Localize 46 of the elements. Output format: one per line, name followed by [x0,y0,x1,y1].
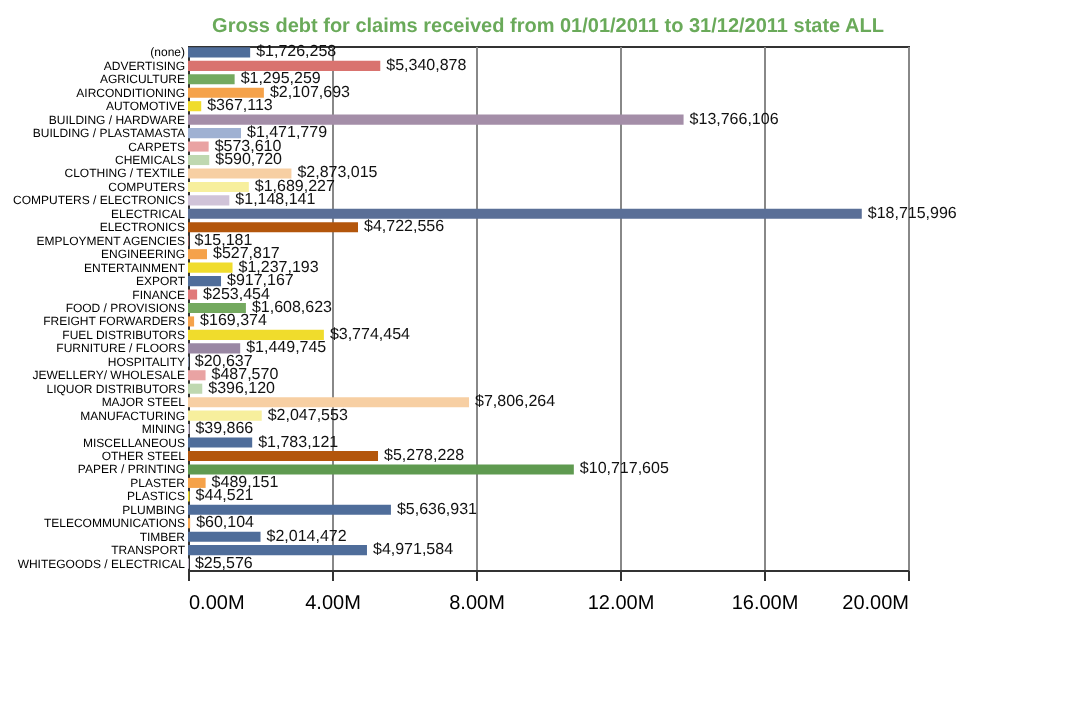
data-label: $13,766,106 [689,109,780,128]
data-label: $2,047,553 [267,405,349,424]
x-tick-label: 4.00M [305,593,361,615]
data-label: $4,971,584 [372,540,455,559]
data-label: $18,715,996 [867,203,958,222]
data-label: $10,717,605 [579,459,670,478]
data-label: $489,151 [211,472,280,491]
data-label: $20,637 [194,351,254,370]
data-label: $4,722,556 [364,217,446,236]
data-label: $60,104 [196,513,256,532]
data-label: $25,576 [194,553,254,572]
data-label: $2,107,693 [269,82,352,101]
data-label: $527,817 [213,244,281,263]
data-label: $367,113 [207,96,274,115]
x-tick-label: 16.00M [731,593,799,615]
data-label: $2,014,472 [266,526,348,545]
data-label: $1,726,258 [256,42,338,61]
x-tick-label: 12.00M [587,593,655,615]
data-label: $396,120 [208,378,277,397]
data-label: $573,610 [214,136,283,155]
data-label: $169,374 [200,311,268,330]
data-label: $44,521 [195,486,255,505]
data-label: $5,340,878 [386,55,468,74]
data-label: $2,873,015 [297,163,379,182]
data-label: $590,720 [215,150,284,169]
data-label: $1,689,227 [254,176,336,195]
data-label: $917,167 [227,271,295,290]
data-label: $487,570 [211,365,280,384]
x-tick-label: 8.00M [449,593,505,615]
data-label: $1,148,141 [235,190,317,209]
data-label: $1,608,623 [251,298,334,316]
data-label: $1,295,259 [240,69,322,88]
data-label: $1,471,779 [246,123,329,142]
data-label: $1,449,745 [246,338,328,357]
x-tick-label: 20.00M [842,593,909,615]
x-tick-label: 0.00M [189,593,245,615]
data-label: $5,636,931 [396,499,479,518]
data-label: $3,774,454 [329,324,412,343]
data-label: $253,454 [203,284,271,303]
data-label: $5,278,228 [384,445,466,464]
data-label: $1,237,193 [238,257,320,276]
chart-title: Gross debt for claims received from 01/01/2011 to 31/12/2011 state ALL [212,16,884,39]
data-label: $39,866 [195,419,255,438]
data-label: $7,806,264 [475,392,557,411]
data-label: $15,181 [194,230,254,249]
data-label: $1,783,121 [258,432,340,451]
